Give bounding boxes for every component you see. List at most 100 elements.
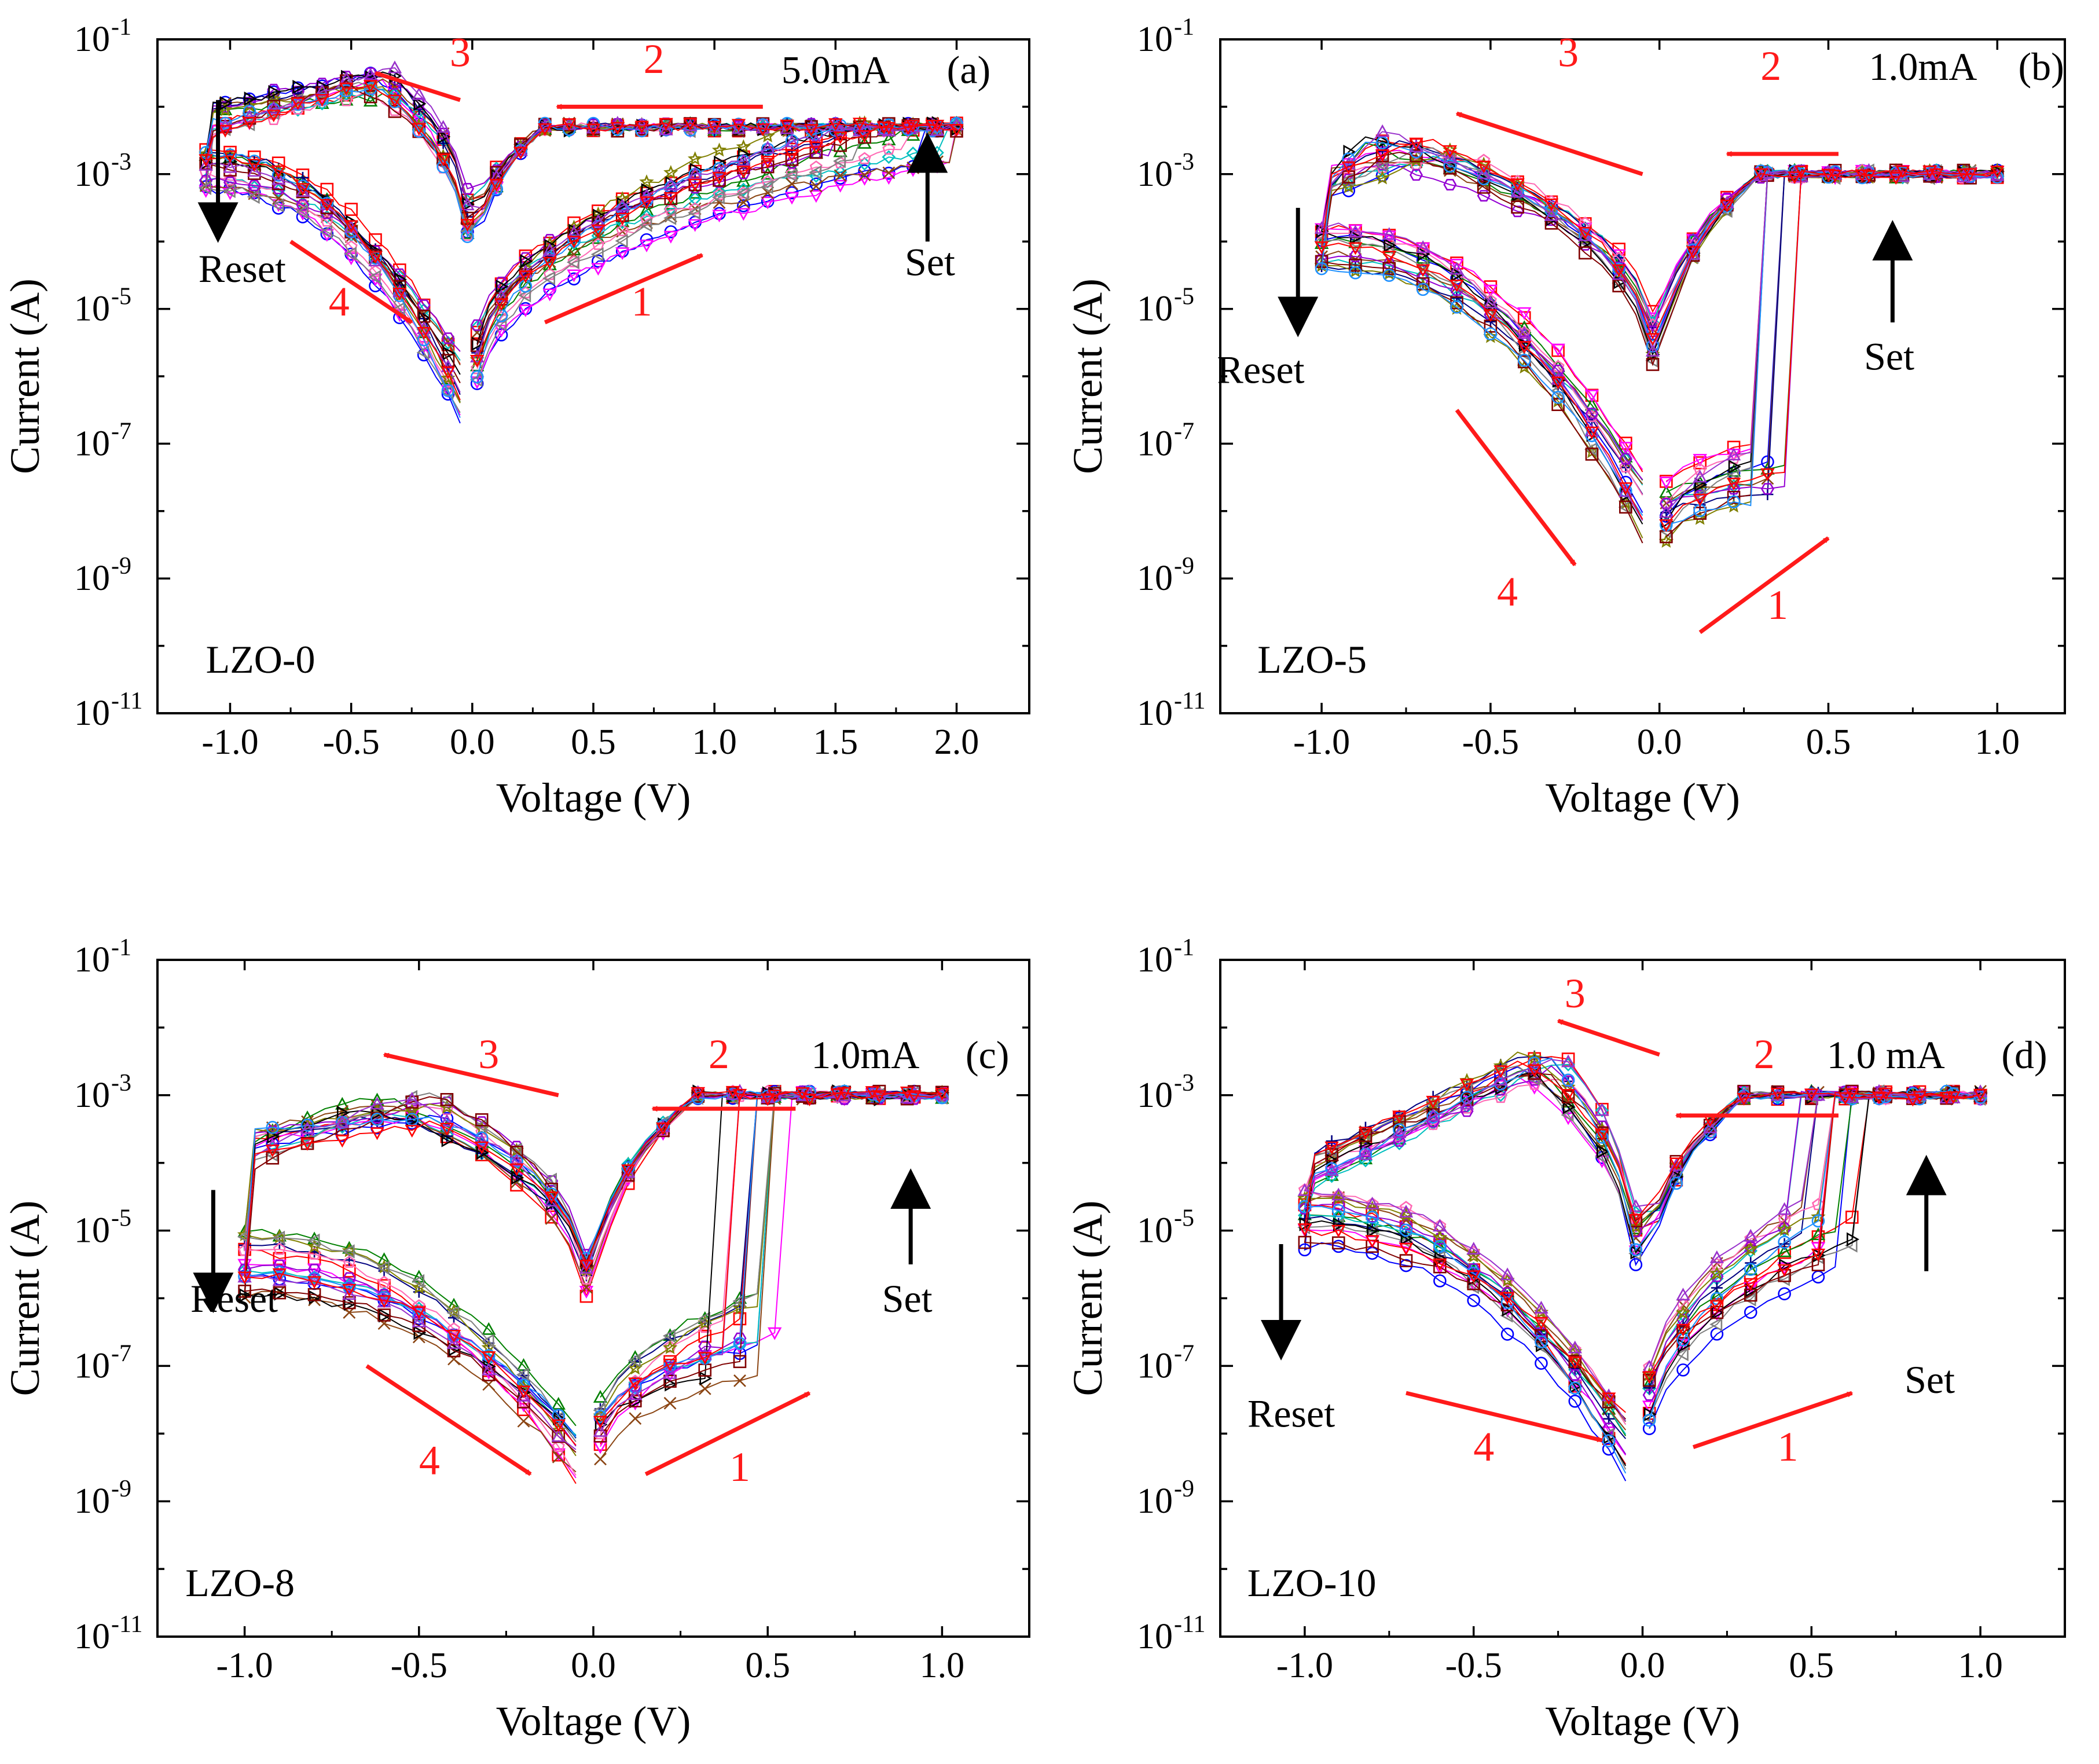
data-point bbox=[639, 196, 654, 210]
series-line bbox=[1320, 142, 1998, 493]
data-point bbox=[900, 1086, 915, 1099]
data-point bbox=[1727, 490, 1741, 504]
x-tick-label: 0.0 bbox=[1620, 1646, 1665, 1685]
data-point bbox=[441, 384, 455, 397]
data-point bbox=[1433, 1258, 1447, 1271]
data-point bbox=[833, 131, 847, 145]
data-point bbox=[1710, 1305, 1724, 1319]
data-point bbox=[509, 1163, 524, 1176]
data-point bbox=[244, 91, 257, 106]
data-point bbox=[1518, 326, 1531, 339]
data-point bbox=[307, 1270, 321, 1285]
data-point bbox=[688, 192, 702, 206]
data-point bbox=[784, 134, 799, 148]
data-point bbox=[368, 251, 383, 264]
data-point bbox=[218, 124, 233, 138]
data-point bbox=[379, 1308, 392, 1323]
data-point bbox=[551, 1429, 566, 1442]
data-point bbox=[634, 120, 649, 134]
y-tick-label: 10 bbox=[74, 1076, 110, 1115]
data-point bbox=[247, 164, 262, 177]
data-point bbox=[1693, 454, 1707, 467]
data-point bbox=[1642, 1389, 1656, 1401]
x-axis-label: Voltage (V) bbox=[1545, 1698, 1740, 1744]
data-point bbox=[1676, 1363, 1690, 1377]
data-point bbox=[1494, 1091, 1507, 1103]
y-tick-exponent: -9 bbox=[111, 1476, 131, 1502]
data-point bbox=[882, 150, 896, 164]
series-line bbox=[1320, 149, 1998, 483]
data-point bbox=[593, 1415, 608, 1429]
data-point bbox=[1561, 1089, 1576, 1102]
data-point bbox=[760, 196, 775, 210]
data-point bbox=[1778, 1287, 1791, 1301]
data-point bbox=[905, 120, 920, 133]
data-point bbox=[698, 1352, 712, 1365]
data-point bbox=[1416, 283, 1430, 296]
data-point bbox=[273, 1259, 287, 1271]
data-point bbox=[1692, 511, 1708, 525]
data-point bbox=[344, 220, 358, 233]
panel-label: (b) bbox=[2018, 45, 2064, 89]
data-point bbox=[320, 199, 335, 212]
data-point bbox=[780, 121, 794, 134]
compliance-label: 1.0 mA bbox=[1827, 1033, 1945, 1077]
data-point bbox=[412, 1274, 425, 1289]
data-point bbox=[804, 119, 819, 133]
data-point bbox=[591, 214, 606, 227]
data-point bbox=[370, 1096, 384, 1110]
series-line bbox=[1320, 131, 1999, 521]
data-point bbox=[1409, 169, 1423, 181]
sample-label: LZO-5 bbox=[1257, 637, 1367, 681]
data-point bbox=[707, 120, 722, 134]
data-point bbox=[1584, 426, 1599, 439]
data-point bbox=[1602, 1442, 1616, 1456]
data-point bbox=[1990, 166, 2005, 179]
step-1-arrow bbox=[544, 253, 704, 325]
data-point bbox=[1484, 327, 1498, 340]
data-point bbox=[1838, 1088, 1852, 1102]
data-point bbox=[377, 1275, 391, 1288]
y-tick-label: 10 bbox=[1137, 1617, 1173, 1656]
data-point bbox=[271, 172, 286, 185]
data-point bbox=[1443, 145, 1458, 158]
data-point bbox=[1693, 463, 1707, 475]
data-point bbox=[344, 240, 358, 252]
data-point bbox=[295, 205, 309, 219]
data-point bbox=[1888, 172, 1903, 185]
data-point bbox=[1645, 343, 1660, 357]
data-point bbox=[1693, 493, 1707, 507]
data-point bbox=[639, 188, 654, 201]
series-line bbox=[1304, 1070, 1981, 1466]
data-point bbox=[1433, 1233, 1447, 1245]
series-line bbox=[205, 85, 959, 401]
step-3-label: 3 bbox=[478, 1031, 499, 1077]
data-point bbox=[267, 83, 281, 96]
data-point bbox=[662, 1329, 676, 1343]
data-point bbox=[830, 1088, 845, 1101]
data-point bbox=[858, 152, 871, 164]
data-point bbox=[760, 1093, 775, 1106]
step-1-label: 1 bbox=[632, 278, 652, 325]
data-point bbox=[1517, 307, 1532, 320]
y-tick-label: 10 bbox=[74, 1617, 110, 1656]
data-point bbox=[768, 1327, 782, 1340]
data-point bbox=[335, 1115, 350, 1128]
data-point bbox=[590, 247, 604, 262]
data-point bbox=[698, 1347, 712, 1360]
data-point bbox=[377, 1317, 391, 1330]
data-point bbox=[1770, 1087, 1785, 1101]
data-point bbox=[1872, 1091, 1887, 1105]
data-point bbox=[475, 1113, 489, 1127]
data-point bbox=[663, 1396, 677, 1410]
data-point bbox=[1709, 1317, 1723, 1332]
data-point bbox=[1777, 1264, 1792, 1277]
data-point bbox=[1476, 166, 1491, 179]
data-point bbox=[656, 1122, 670, 1135]
data-point bbox=[222, 184, 236, 199]
x-axis-label: Voltage (V) bbox=[496, 1698, 691, 1744]
data-point bbox=[509, 1153, 524, 1167]
data-point bbox=[834, 169, 847, 182]
data-point bbox=[900, 1090, 915, 1103]
